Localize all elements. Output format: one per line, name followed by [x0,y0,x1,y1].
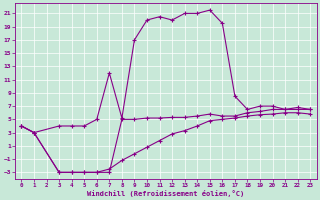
X-axis label: Windchill (Refroidissement éolien,°C): Windchill (Refroidissement éolien,°C) [87,190,244,197]
